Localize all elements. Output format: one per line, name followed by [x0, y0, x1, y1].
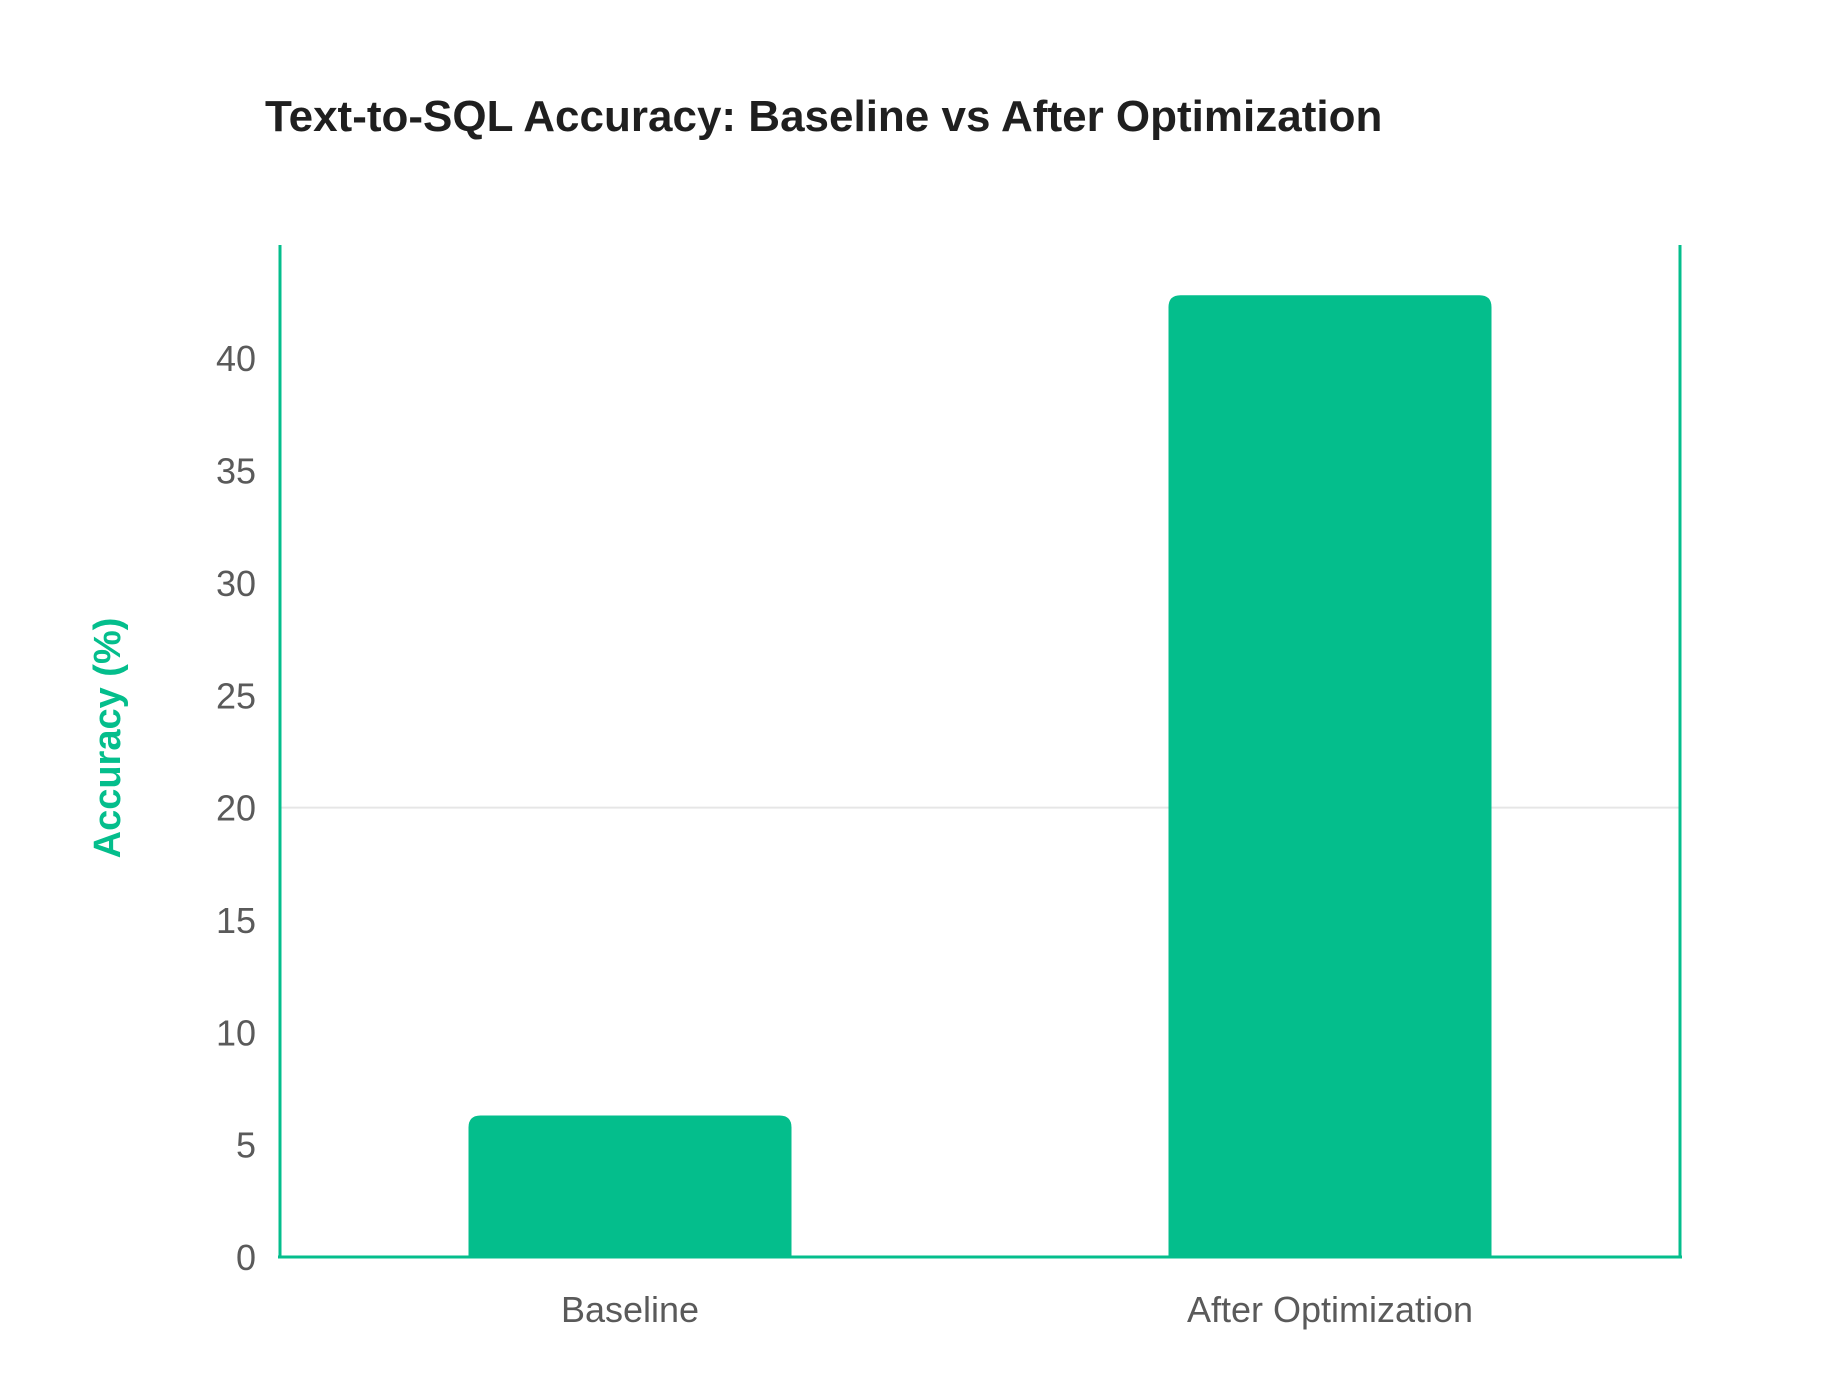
y-tick-label: 0 — [236, 1237, 256, 1278]
y-tick-label: 15 — [216, 900, 256, 941]
x-tick-label: After Optimization — [1187, 1289, 1473, 1330]
y-tick-label: 40 — [216, 338, 256, 379]
bar-layer — [468, 295, 1492, 1257]
y-tick-label: 25 — [216, 675, 256, 716]
bar-baseline — [468, 1115, 792, 1257]
x-tick-label: Baseline — [561, 1289, 699, 1330]
y-tick-label: 10 — [216, 1012, 256, 1053]
y-tick-label: 20 — [216, 788, 256, 829]
bar-after-optimization — [1168, 295, 1492, 1257]
y-tick-label: 35 — [216, 451, 256, 492]
y-tick-label: 5 — [236, 1125, 256, 1166]
chart-title: Text-to-SQL Accuracy: Baseline vs After … — [265, 92, 1383, 141]
axis-layer — [278, 245, 1682, 1259]
label-layer: Baseline After Optimization 0 5 10 15 20 25 30 35… — [87, 338, 1473, 1330]
y-tick-label: 30 — [216, 563, 256, 604]
y-axis-label: Accuracy (%) — [87, 618, 129, 859]
